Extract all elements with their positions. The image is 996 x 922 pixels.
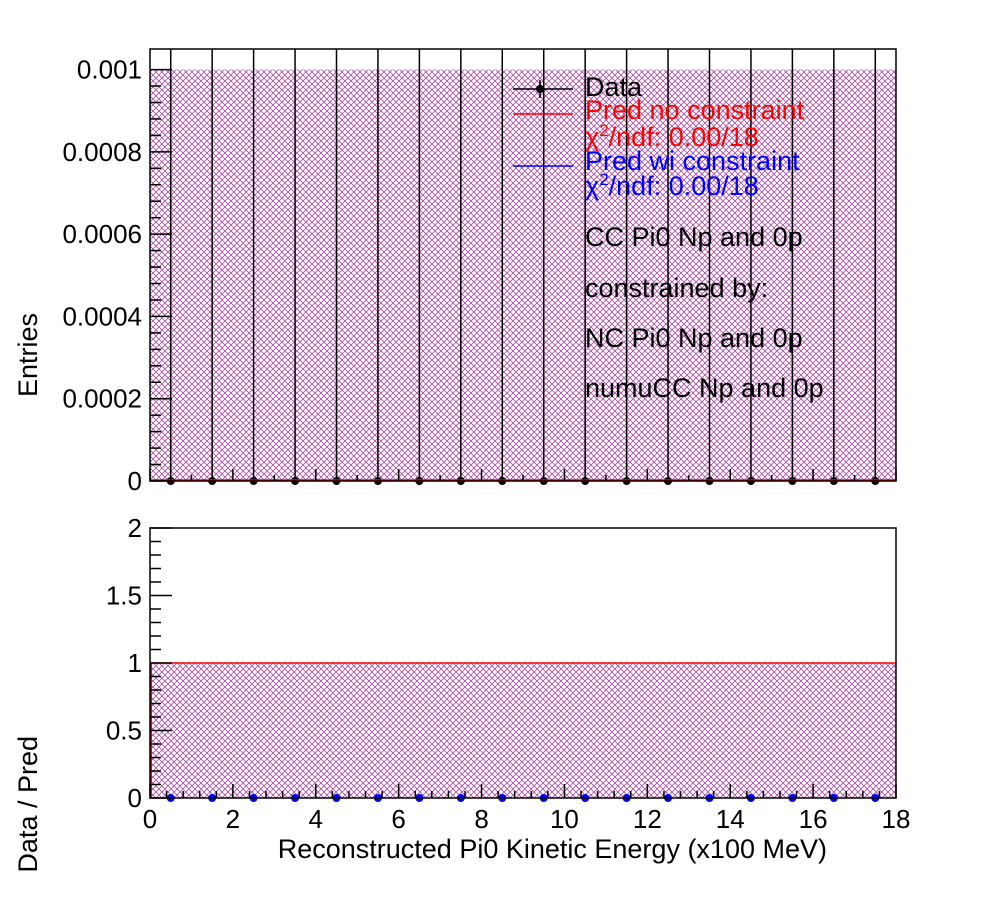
top-uncertainty-band bbox=[150, 69, 896, 482]
top-y-tick-label: 0.0008 bbox=[62, 137, 142, 167]
bottom-x-tick-label: 18 bbox=[882, 804, 911, 834]
legend: Data Pred no constraint χ2/ndf: 0.00/18 … bbox=[513, 72, 824, 403]
bottom-panel: 0 0.5 1 1.5 2 0 2 4 6 8 10 12 14 16 18 Data / Pred Rec… bbox=[13, 513, 910, 873]
bottom-x-tick-label: 14 bbox=[716, 804, 745, 834]
bottom-x-tick-label: 16 bbox=[799, 804, 828, 834]
bottom-y-tick-label: 1.5 bbox=[106, 581, 142, 611]
bottom-axis-ticks: 0 0.5 1 1.5 2 0 2 4 6 8 10 12 14 16 18 bbox=[106, 513, 911, 834]
top-axis-ticks: 0 0.0002 0.0004 0.0006 0.0008 0.001 bbox=[62, 55, 897, 496]
legend-entry-pred-no-constraint: Pred no constraint χ2/ndf: 0.00/18 bbox=[513, 95, 805, 152]
top-y-tick-label: 0.0006 bbox=[62, 219, 142, 249]
legend-note-1: CC Pi0 Np and 0p bbox=[585, 222, 803, 252]
bottom-y-tick-label: 0.5 bbox=[106, 716, 142, 746]
top-y-tick-label: 0.001 bbox=[77, 55, 142, 85]
bottom-x-axis-title: Reconstructed Pi0 Kinetic Energy (x100 M… bbox=[278, 834, 827, 864]
top-data-points bbox=[166, 49, 880, 485]
bottom-y-tick-label: 2 bbox=[128, 513, 142, 543]
bottom-x-tick-label: 2 bbox=[226, 804, 240, 834]
top-y-axis-title: Entries bbox=[13, 313, 43, 397]
top-y-tick-label: 0 bbox=[128, 466, 142, 496]
bottom-x-tick-label: 4 bbox=[309, 804, 323, 834]
bottom-ratio-points bbox=[166, 794, 880, 802]
bottom-y-tick-label: 0 bbox=[128, 783, 142, 813]
legend-note-2: constrained by: bbox=[585, 273, 768, 303]
top-panel: 0 0.0002 0.0004 0.0006 0.0008 0.001 Entries D… bbox=[13, 48, 897, 496]
legend-chi2-pred-wi-constraint: χ2/ndf: 0.00/18 bbox=[585, 170, 759, 201]
legend-entry-data: Data bbox=[513, 72, 643, 102]
bottom-x-tick-label: 6 bbox=[391, 804, 405, 834]
legend-note-3: NC Pi0 Np and 0p bbox=[585, 323, 803, 353]
bottom-x-tick-label: 0 bbox=[143, 804, 157, 834]
bottom-x-tick-label: 8 bbox=[474, 804, 488, 834]
legend-label-data: Data bbox=[585, 72, 643, 102]
bottom-x-tick-label: 12 bbox=[633, 804, 662, 834]
bottom-y-tick-label: 1 bbox=[128, 648, 142, 678]
legend-label-pred-no-constraint: Pred no constraint bbox=[585, 95, 805, 125]
bottom-x-tick-label: 10 bbox=[550, 804, 579, 834]
legend-note-4: numuCC Np and 0p bbox=[585, 373, 824, 403]
top-y-tick-label: 0.0004 bbox=[62, 301, 142, 331]
bottom-y-axis-title: Data / Pred bbox=[13, 736, 43, 873]
top-y-tick-label: 0.0002 bbox=[62, 384, 142, 414]
legend-entry-pred-wi-constraint: Pred wi constraint χ2/ndf: 0.00/18 bbox=[513, 146, 800, 201]
legend-chi2-pred-no-constraint: χ2/ndf: 0.00/18 bbox=[585, 121, 759, 152]
bottom-uncertainty-band bbox=[150, 663, 896, 798]
legend-label-pred-wi-constraint: Pred wi constraint bbox=[585, 146, 800, 176]
